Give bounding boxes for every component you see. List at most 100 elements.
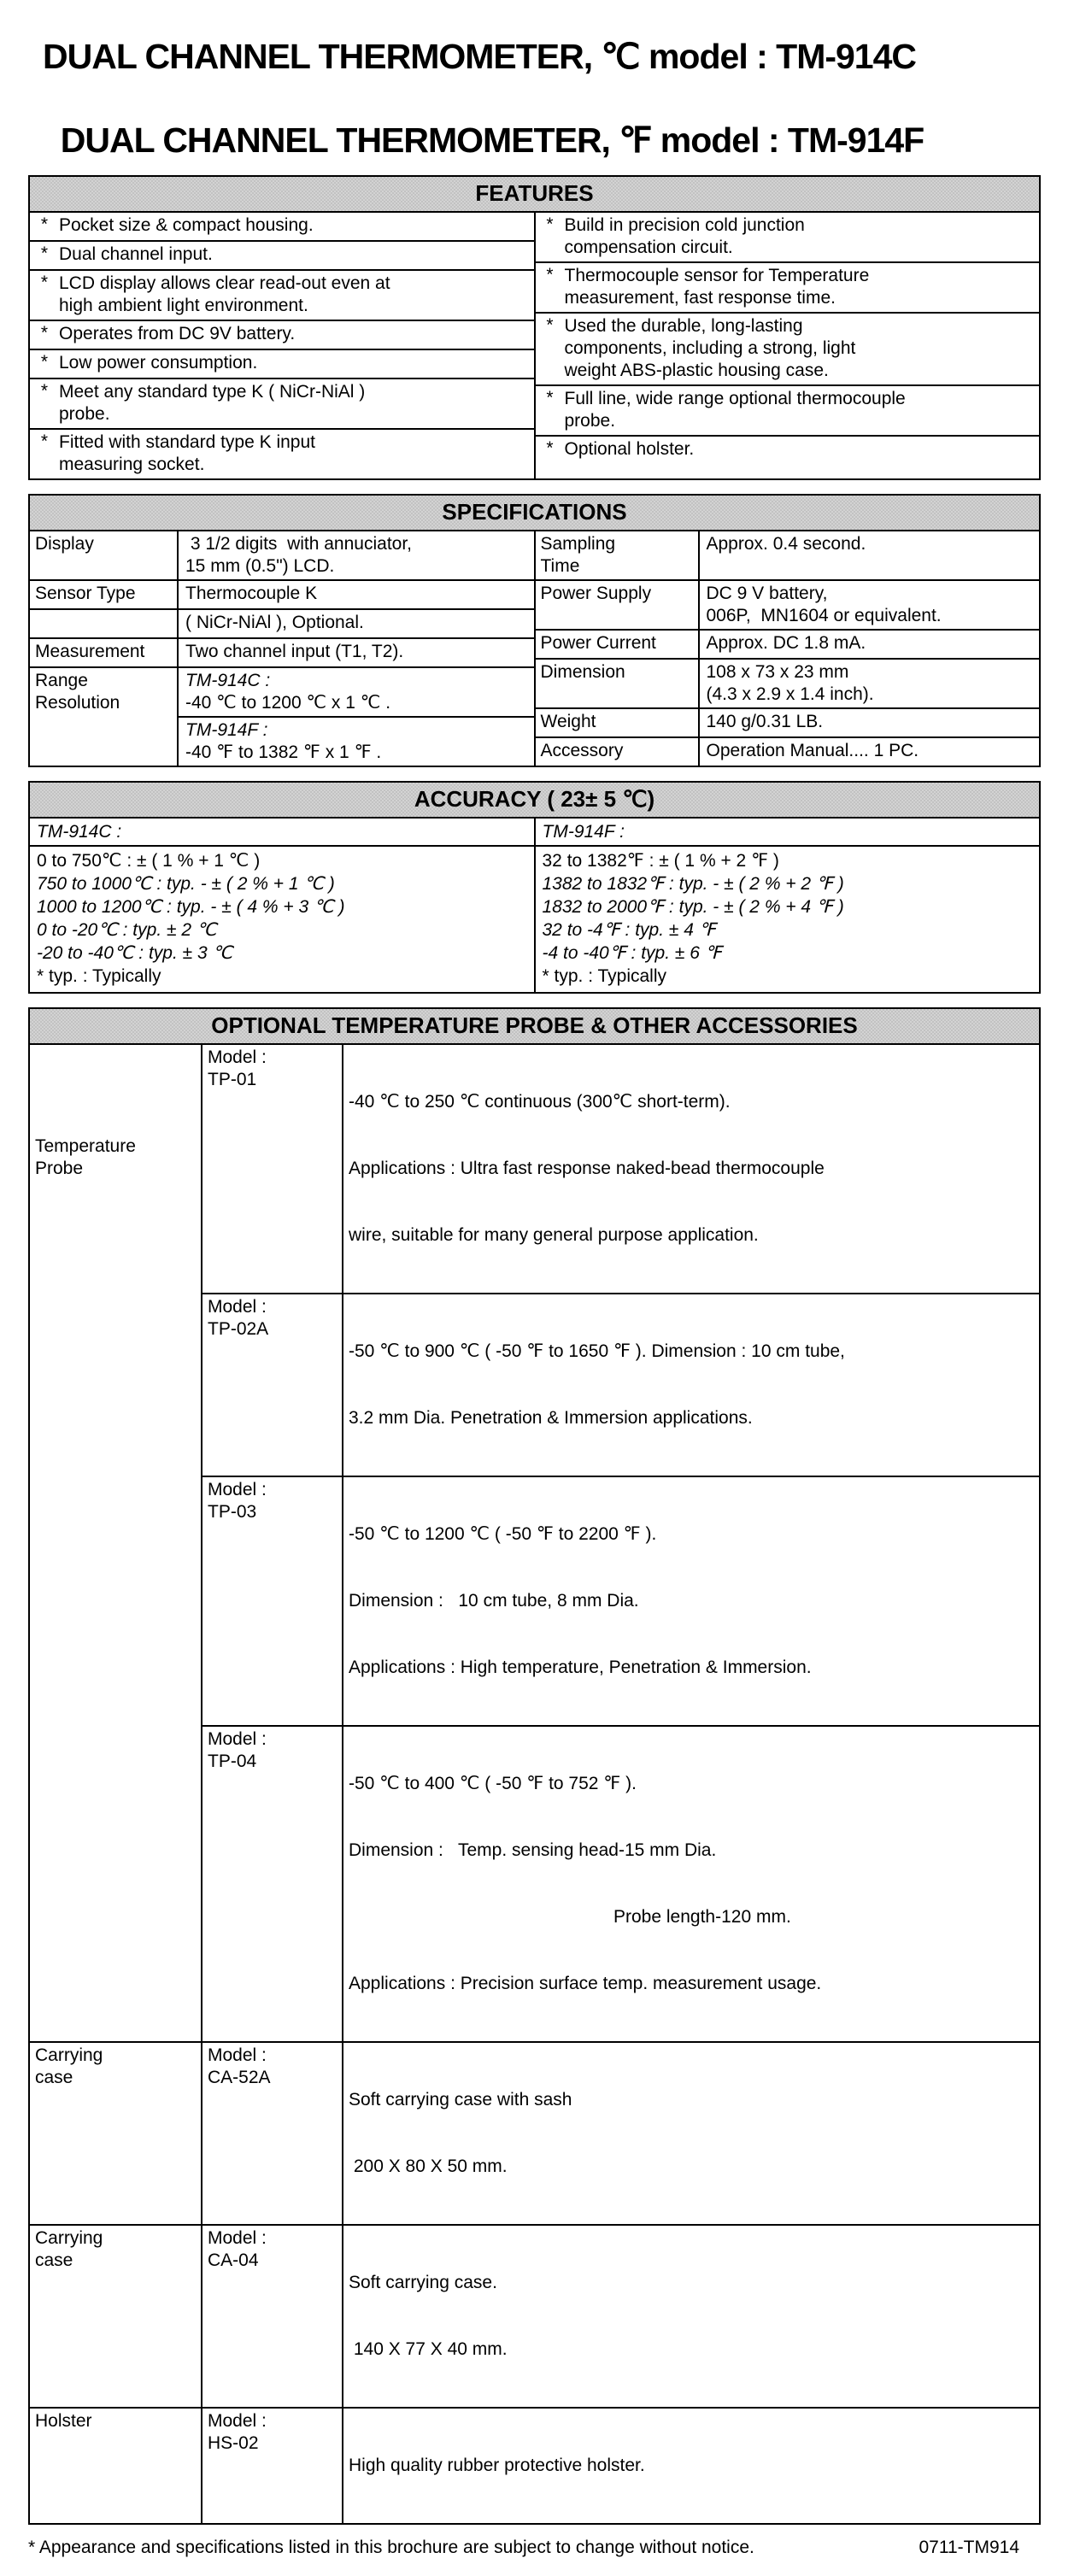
bullet-asterisk: * (40, 323, 49, 343)
feature-item: * Meet any standard type K ( NiCr-NiAl ) … (30, 379, 534, 430)
range-model-c: TM-914C : (185, 671, 271, 690)
accessories-body: Temperature Probe Model : TP-01 -40 ℃ to… (30, 1045, 1039, 2523)
feature-text: Used the durable, long-lasting component… (564, 316, 856, 380)
accessories-header: OPTIONAL TEMPERATURE PROBE & OTHER ACCES… (30, 1009, 1039, 1045)
desc-cell-ca04: Soft carrying case. 140 X 77 X 40 mm. (343, 2226, 1039, 2409)
range-value-stack: TM-914C : -40 ℃ to 1200 ℃ x 1 ℃ . TM-914… (179, 668, 534, 766)
feature-item: * Thermocouple sensor for Temperature mea… (535, 263, 1039, 314)
bullet-asterisk: * (546, 438, 554, 458)
specifications-body: Display 3 1/2 digits with annuciator, 15… (30, 531, 1039, 766)
spec-value: 140 g/0.31 LB. (706, 712, 824, 731)
feature-text: Thermocouple sensor for Temperature meas… (564, 266, 870, 308)
feature-text: LCD display allows clear read-out even a… (59, 273, 390, 315)
category-holster: Holster (30, 2409, 202, 2523)
feature-text: Dual channel input. (59, 244, 213, 264)
spec-right-half: Sampling Time Approx. 0.4 second. Power … (535, 531, 1040, 766)
accuracy-column-f: TM-914F : 32 to 1382℉ : ± ( 1 % + 2 ℉ ) … (535, 819, 1039, 992)
desc-line: Applications : Ultra fast response naked… (349, 1159, 825, 1178)
spec-value: Operation Manual.... 1 PC. (706, 741, 919, 760)
spec-label: Range Resolution (30, 668, 179, 766)
accuracy-header: ACCURACY ( 23± 5 ℃) (30, 783, 1039, 819)
desc-cell-hs02: High quality rubber protective holster. (343, 2409, 1039, 2523)
category-carrying-case-1: Carrying case (30, 2043, 202, 2226)
accuracy-line: 1832 to 2000℉ : typ. - ± ( 2 % + 4 ℉ ) (542, 897, 844, 917)
bullet-asterisk: * (546, 265, 554, 285)
range-value-c: -40 ℃ to 1200 ℃ x 1 ℃ . (185, 693, 391, 713)
bullet-asterisk: * (40, 214, 49, 234)
model-cell-tp01: Model : TP-01 (202, 1045, 343, 1294)
spec-row-measurement: Measurement Two channel input (T1, T2). (30, 639, 534, 668)
page-title-line2: DUAL CHANNEL THERMOMETER, ℉ model : TM-9… (60, 120, 924, 160)
bullet-asterisk: * (40, 352, 49, 372)
feature-item: * Optional holster. (536, 437, 1040, 478)
accuracy-column-c: TM-914C : 0 to 750℃ : ± ( 1 % + 1 ℃ ) 75… (30, 819, 536, 992)
spec-value: Thermocouple K (185, 584, 318, 603)
range-value-f: -40 ℉ to 1382 ℉ x 1 ℉ . (185, 742, 382, 762)
spec-label-empty (30, 610, 179, 637)
range-cell-f: TM-914F : -40 ℉ to 1382 ℉ x 1 ℉ . (179, 718, 534, 766)
model-cell-ca52a: Model : CA-52A (202, 2043, 343, 2226)
spec-row-sampling-time: Sampling Time Approx. 0.4 second. (535, 531, 1039, 581)
spec-value: Approx. DC 1.8 mA. (706, 633, 866, 653)
desc-line: High quality rubber protective holster. (349, 2456, 645, 2475)
spec-row-weight: Weight 140 g/0.31 LB. (535, 709, 1039, 738)
accuracy-line: 1382 to 1832℉ : typ. - ± ( 2 % + 2 ℉ ) (542, 874, 844, 894)
feature-item: * Build in precision cold junction compen… (535, 213, 1039, 263)
feature-text: Optional holster. (564, 439, 695, 459)
range-cell-c: TM-914C : -40 ℃ to 1200 ℃ x 1 ℃ . (179, 668, 534, 718)
spec-row-accessory: Accessory Operation Manual.... 1 PC. (536, 738, 1040, 766)
feature-text: Low power consumption. (59, 353, 258, 373)
bullet-asterisk: * (546, 315, 554, 335)
spec-value: DC 9 V battery, 006P, MN1604 or equivale… (706, 584, 942, 625)
accuracy-typ-note: * typ. : Typically (542, 966, 667, 986)
desc-cell-tp03: -50 ℃ to 1200 ℃ ( -50 ℉ to 2200 ℉ ). Dim… (343, 1477, 1039, 1727)
features-table: FEATURES * Pocket size & compact housing.… (28, 175, 1041, 480)
model-cell-tp04: Model : TP-04 (202, 1727, 343, 2043)
features-body: * Pocket size & compact housing. * Dual ch… (30, 213, 1039, 478)
model-cell-tp03: Model : TP-03 (202, 1477, 343, 1727)
accuracy-body: TM-914C : 0 to 750℃ : ± ( 1 % + 1 ℃ ) 75… (30, 819, 1039, 992)
desc-line: Probe length-120 mm. (613, 1907, 791, 1927)
desc-line: Applications : High temperature, Penetra… (349, 1658, 812, 1677)
bullet-asterisk: * (40, 431, 49, 451)
feature-item: * Low power consumption. (30, 350, 534, 379)
spec-row-sensor-type-cont: ( NiCr-NiAl ), Optional. (30, 610, 534, 639)
category-carrying-case-2: Carrying case (30, 2226, 202, 2409)
spec-label: Sampling Time (536, 531, 700, 579)
accuracy-line: 0 to -20℃ : typ. ± 2 ℃ (37, 920, 217, 940)
accuracy-line: -4 to -40℉ : typ. ± 6 ℉ (542, 943, 722, 963)
spec-label: Power Current (536, 631, 700, 658)
desc-line: -50 ℃ to 1200 ℃ ( -50 ℉ to 2200 ℉ ). (349, 1524, 657, 1544)
accuracy-model-c: TM-914C : (30, 819, 534, 847)
spec-value: Approx. 0.4 second. (706, 534, 866, 554)
accuracy-lines-c: 0 to 750℃ : ± ( 1 % + 1 ℃ ) 750 to 1000℃… (30, 847, 534, 992)
desc-cell-tp04: -50 ℃ to 400 ℃ ( -50 ℉ to 752 ℉ ). Dimen… (343, 1727, 1039, 2043)
range-model-f: TM-914F : (185, 720, 268, 740)
accuracy-line: 32 to 1382℉ : ± ( 1 % + 2 ℉ ) (542, 851, 779, 871)
feature-item: * Fitted with standard type K input measu… (30, 430, 534, 478)
page-title-line1: DUAL CHANNEL THERMOMETER, ℃ model : TM-9… (43, 37, 917, 76)
footer-note: * Appearance and specifications listed i… (28, 2538, 754, 2557)
accessories-table: OPTIONAL TEMPERATURE PROBE & OTHER ACCES… (28, 1007, 1041, 2525)
spec-label: Display (30, 531, 179, 579)
spec-label: Dimension (536, 660, 700, 707)
accuracy-table: ACCURACY ( 23± 5 ℃) TM-914C : 0 to 750℃ … (28, 781, 1041, 994)
footer: * Appearance and specifications listed i… (28, 2536, 1041, 2559)
spec-row-display: Display 3 1/2 digits with annuciator, 15… (30, 531, 534, 581)
spec-row-range-resolution: Range Resolution TM-914C : -40 ℃ to 1200… (30, 668, 534, 766)
model-cell-ca04: Model : CA-04 (202, 2226, 343, 2409)
features-column-left: * Pocket size & compact housing. * Dual ch… (30, 213, 536, 478)
desc-cell-ca52a: Soft carrying case with sash 200 X 80 X … (343, 2043, 1039, 2226)
spec-value: 3 1/2 digits with annuciator, 15 mm (0.5… (185, 534, 413, 576)
spec-value: ( NiCr-NiAl ), Optional. (185, 613, 364, 632)
spec-value: Two channel input (T1, T2). (185, 642, 404, 661)
accuracy-line: 1000 to 1200℃ : typ. - ± ( 4 % + 3 ℃ ) (37, 897, 345, 917)
spec-row-dimension: Dimension 108 x 73 x 23 mm (4.3 x 2.9 x … (535, 660, 1039, 709)
accuracy-model-f: TM-914F : (535, 819, 1039, 847)
feature-item: * Used the durable, long-lasting componen… (535, 314, 1039, 386)
feature-text: Fitted with standard type K input measur… (59, 432, 315, 474)
feature-item: * Full line, wide range optional thermoco… (535, 386, 1039, 437)
document-code: 0711-TM914 (919, 2538, 1019, 2557)
page-title: DUAL CHANNEL THERMOMETER, ℃ model : TM-9… (43, 36, 1041, 161)
